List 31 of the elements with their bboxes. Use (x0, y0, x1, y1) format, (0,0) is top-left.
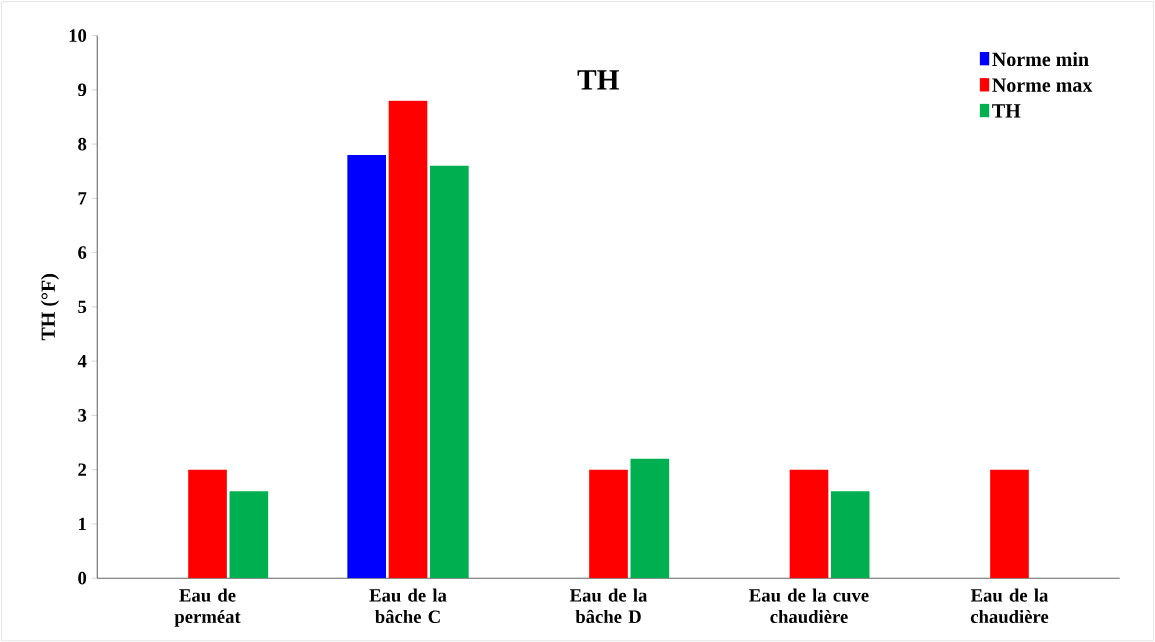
bar (229, 491, 269, 578)
legend-label: Norme min (992, 51, 1089, 66)
y-tick-label: 4 (77, 354, 87, 368)
x-tick-label: Eau de perméat (174, 588, 241, 627)
bar (990, 469, 1029, 578)
y-axis-title: TH (°F) (40, 273, 60, 341)
bar (388, 100, 428, 578)
x-tick-label: Eau de la chaudière (970, 588, 1049, 623)
y-tick-label: 7 (78, 192, 87, 205)
text: TH (577, 70, 619, 90)
y-tick-label: 3 (78, 408, 87, 422)
y-tick-label: 5 (78, 300, 87, 313)
x-tick-label: Eau de la bâche C (369, 588, 447, 623)
legend-label: Norme max (992, 78, 1093, 92)
bar (589, 469, 628, 578)
x-tick-label: Eau de la bâche D (569, 588, 648, 623)
y-tick-label: 2 (78, 463, 87, 476)
legend-label: TH (992, 104, 1021, 118)
bar (430, 165, 469, 578)
bar (630, 458, 670, 578)
bar (789, 469, 829, 578)
y-tick-label: 0 (78, 571, 87, 585)
bar (347, 154, 387, 578)
y-tick-label: 1 (79, 517, 86, 530)
y-tick-label: 8 (78, 137, 87, 151)
bar (830, 491, 870, 578)
bar (188, 469, 227, 578)
x-tick-label: Eau de la cuve chaudière (749, 588, 869, 623)
y-tick-label: 6 (78, 246, 87, 259)
y-tick-label: 10 (69, 29, 87, 42)
y-tick-label: 9 (78, 83, 87, 96)
